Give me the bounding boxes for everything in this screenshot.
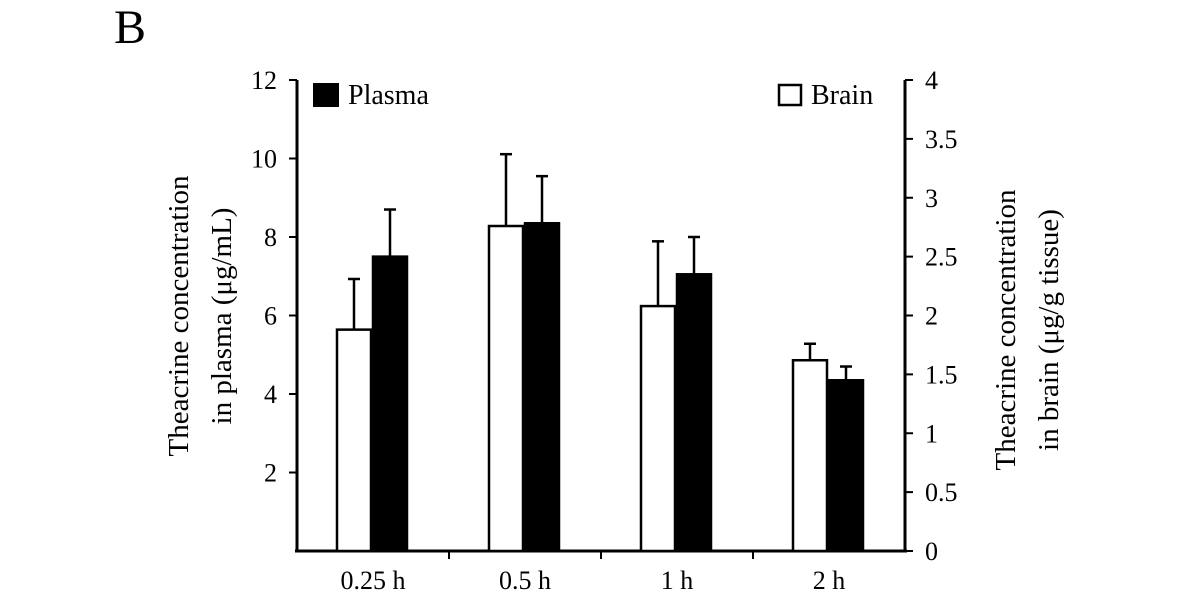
right-axis-title-line1: Theacrine concentration [990,189,1022,470]
x-tick-label: 0.5 h [499,566,551,595]
bar-brain [487,224,525,553]
bar-brain [639,304,677,553]
right-tick-label: 3 [925,184,938,213]
right-tick-label: 1 [925,419,938,448]
left-axis-title-line2: in plasma (μg/mL) [206,208,238,425]
left-tick-label: 2 [264,459,277,488]
right-tick-label: 4 [925,66,938,95]
left-tick-label: 12 [251,66,277,95]
right-tick-label: 2.5 [925,243,958,272]
legend-swatch-plasma [313,83,339,107]
right-tick-label: 0.5 [925,478,958,507]
right-tick-label: 3.5 [925,125,958,154]
legend-label-plasma: Plasma [348,80,429,111]
bar-plasma [675,273,713,553]
x-tick-label: 2 h [813,566,846,595]
bar-plasma [523,222,561,553]
right-tick-label: 0 [925,537,938,566]
right-tick-label: 1.5 [925,360,958,389]
panel-label: B [114,1,147,54]
left-axis-title-line1: Theacrine concentration [163,175,195,456]
legend-label-brain: Brain [811,80,873,111]
right-axis-title-line2: in brain (μg/g tissue) [1033,209,1065,451]
bar-plasma [827,379,865,553]
bar-brain [791,358,829,553]
bar-brain [335,328,373,553]
legend-swatch-brain [777,83,803,107]
bar-plasma [371,255,409,553]
left-tick-label: 10 [251,145,277,174]
x-tick-label: 1 h [661,566,694,595]
left-tick-label: 8 [264,223,277,252]
right-tick-label: 2 [925,302,938,331]
left-tick-label: 4 [264,380,277,409]
x-tick-label: 0.25 h [341,566,406,595]
left-tick-label: 6 [264,302,277,331]
